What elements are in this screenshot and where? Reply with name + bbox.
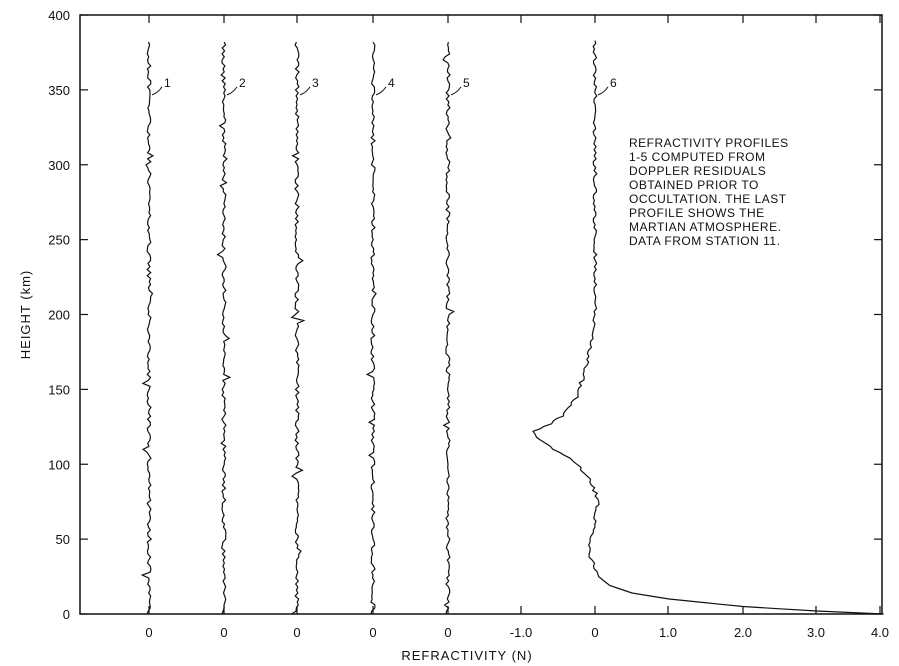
y-tick-label: 150	[48, 382, 70, 397]
y-tick-label: 0	[63, 607, 70, 622]
y-tick-label: 300	[48, 158, 70, 173]
profile-4-line	[365, 41, 377, 615]
y-tick-label: 350	[48, 83, 70, 98]
profile-5-line	[442, 41, 455, 615]
x-tick-label: -1.0	[510, 625, 532, 640]
profile-label-leader	[226, 86, 238, 96]
plot-frame	[79, 14, 883, 615]
profile-label-4: 4	[388, 76, 395, 90]
profile-label-2: 2	[239, 76, 246, 90]
annotation-line-3: DOPPLER RESIDUALS	[629, 164, 767, 178]
y-tick-label: 200	[48, 308, 70, 323]
y-tick-label: 50	[56, 532, 70, 547]
x-axis-title: REFRACTIVITY (N)	[401, 648, 532, 663]
profile-label-leader	[375, 86, 387, 96]
profile-label-leader	[299, 86, 311, 96]
profile-label-leader	[151, 86, 163, 96]
x-tick-label: 0	[444, 625, 451, 640]
profile-label-5: 5	[463, 76, 470, 90]
y-tick-label: 100	[48, 457, 70, 472]
profile-label-leader	[450, 86, 462, 96]
profile-6-line	[532, 40, 884, 615]
x-tick-label: 4.0	[871, 625, 889, 640]
annotation-line-6: PROFILE SHOWS THE	[629, 206, 765, 220]
annotation-line-1: REFRACTIVITY PROFILES	[629, 136, 789, 150]
annotation-line-8: DATA FROM STATION 11.	[629, 234, 781, 248]
y-axis-title: HEIGHT (km)	[18, 270, 33, 359]
profile-label-leader	[597, 86, 609, 96]
annotation-line-5: OCCULTATION. THE LAST	[629, 192, 787, 206]
x-tick-label: 0	[369, 625, 376, 640]
profile-2-line	[216, 41, 232, 615]
profile-label-3: 3	[312, 76, 319, 90]
annotation-line-2: 1-5 COMPUTED FROM	[629, 150, 766, 164]
profile-3-line	[290, 41, 306, 615]
profile-1-line	[140, 41, 155, 615]
x-tick-label: 2.0	[734, 625, 752, 640]
profile-label-1: 1	[164, 76, 171, 90]
chart-annotation: REFRACTIVITY PROFILES 1-5 COMPUTED FROM …	[629, 136, 869, 248]
y-tick-label: 400	[48, 8, 70, 23]
x-tick-label: 0	[145, 625, 152, 640]
x-tick-label: 0	[293, 625, 300, 640]
x-tick-label: 0	[220, 625, 227, 640]
x-tick-label: 0	[591, 625, 598, 640]
x-tick-label: 3.0	[807, 625, 825, 640]
annotation-line-7: MARTIAN ATMOSPHERE.	[629, 220, 782, 234]
annotation-line-4: OBTAINED PRIOR TO	[629, 178, 759, 192]
y-tick-label: 250	[48, 233, 70, 248]
x-tick-label: 1.0	[659, 625, 677, 640]
profile-label-6: 6	[610, 76, 617, 90]
